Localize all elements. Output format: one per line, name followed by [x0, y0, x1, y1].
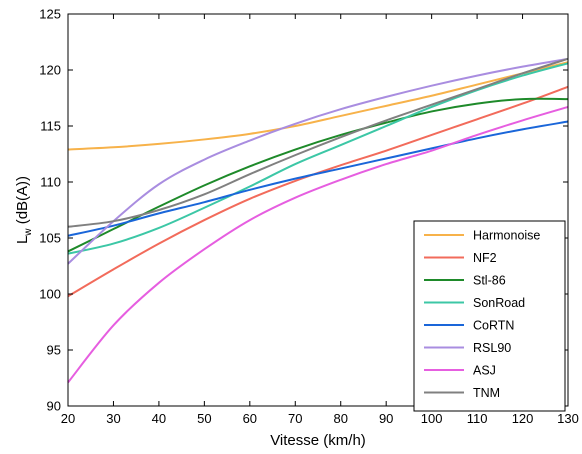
y-tick-label: 90 — [47, 399, 61, 414]
x-tick-label: 120 — [512, 411, 534, 426]
series-line-sonroad — [67, 62, 569, 255]
y-tick-label: 120 — [39, 63, 61, 78]
x-tick-label: 110 — [467, 411, 488, 426]
legend: Harmonoise NF2 Stl-86 SonRoad CoRTN RSL90 ASJ T… — [413, 220, 566, 412]
series-line-asj — [67, 106, 569, 384]
legend-label-asj: ASJ — [473, 364, 496, 378]
legend-label-cortn: CoRTN — [473, 319, 514, 333]
x-tick-label: 50 — [197, 411, 211, 426]
x-tick-label: 90 — [379, 411, 393, 426]
x-tick-label: 70 — [288, 411, 302, 426]
series-line-harmonoise — [67, 61, 569, 151]
x-tick-label: 40 — [152, 411, 166, 426]
y-tick-label: 115 — [40, 119, 61, 134]
y-tick-label: 125 — [39, 7, 61, 22]
x-tick-label: 100 — [421, 411, 443, 426]
x-tick-label: 60 — [243, 411, 257, 426]
legend-label-stl-86: Stl-86 — [473, 274, 506, 288]
y-axis-label-subscript: w — [23, 228, 34, 237]
x-axis-label: Vitesse (km/h) — [270, 432, 366, 449]
legend-label-tnm: TNM — [473, 386, 500, 400]
series-layer — [67, 57, 569, 384]
legend-label-rsl90: RSL90 — [473, 341, 511, 355]
series-line-stl-86 — [67, 97, 569, 253]
legend-label-sonroad: SonRoad — [473, 296, 525, 310]
x-tick-label: 30 — [106, 411, 120, 426]
y-tick-label: 110 — [40, 175, 61, 190]
series-line-cortn — [67, 120, 569, 237]
legend-label-harmonoise: Harmonoise — [473, 229, 540, 243]
series-line-tnm — [67, 57, 569, 228]
plot-frame — [67, 13, 569, 407]
x-tick-label: 80 — [333, 411, 347, 426]
y-axis-label: Lw (dB(A)) — [14, 176, 34, 244]
axes-layer: 20 30 40 50 60 70 80 90 100 110 120 130 90 95 100 105 11… — [39, 7, 579, 427]
x-tick-label: 130 — [557, 411, 579, 426]
y-tick-label: 105 — [39, 231, 61, 246]
series-line-rsl90 — [67, 57, 569, 265]
y-tick-label: 100 — [39, 287, 61, 302]
x-tick-label: 20 — [61, 411, 75, 426]
y-axis-label-unit: (dB(A)) — [14, 176, 31, 229]
y-axis-label-main: L — [14, 236, 31, 244]
legend-label-nf2: NF2 — [473, 251, 497, 265]
legend-box — [413, 220, 566, 412]
y-tick-label: 95 — [47, 343, 61, 358]
